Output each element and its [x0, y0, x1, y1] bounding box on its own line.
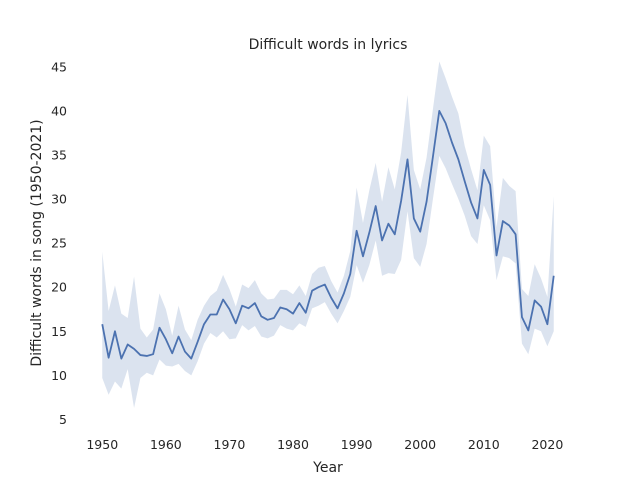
y-tick-label: 40 [51, 103, 67, 118]
series-line [101, 109, 555, 360]
y-axis-label: Difficult words in song (1950-2021) [29, 119, 45, 366]
plot-area [101, 61, 555, 408]
y-axis: 5 10 15 20 25 30 35 40 45 [51, 59, 67, 427]
y-tick-label: 15 [51, 324, 67, 339]
y-tick-label: 25 [51, 236, 67, 251]
x-axis-label: Year [312, 460, 343, 476]
y-tick-label: 45 [51, 59, 67, 74]
y-tick-label: 20 [51, 280, 67, 295]
x-tick-label: 2010 [468, 437, 500, 452]
x-tick-label: 1980 [277, 437, 309, 452]
chart-title: Difficult words in lyrics [249, 37, 408, 53]
x-tick-label: 1950 [86, 437, 118, 452]
x-tick-label: 2020 [531, 437, 563, 452]
y-tick-label: 35 [51, 147, 67, 162]
x-tick-label: 1960 [150, 437, 182, 452]
y-tick-label: 30 [51, 192, 67, 207]
x-tick-label: 1990 [341, 437, 373, 452]
x-axis: 1950 1960 1970 1980 1990 2000 2010 2020 [86, 437, 563, 452]
y-tick-label: 10 [51, 368, 67, 383]
x-tick-label: 2000 [404, 437, 436, 452]
confidence-band [102, 61, 554, 408]
y-tick-label: 5 [59, 412, 67, 427]
x-tick-label: 1970 [214, 437, 246, 452]
